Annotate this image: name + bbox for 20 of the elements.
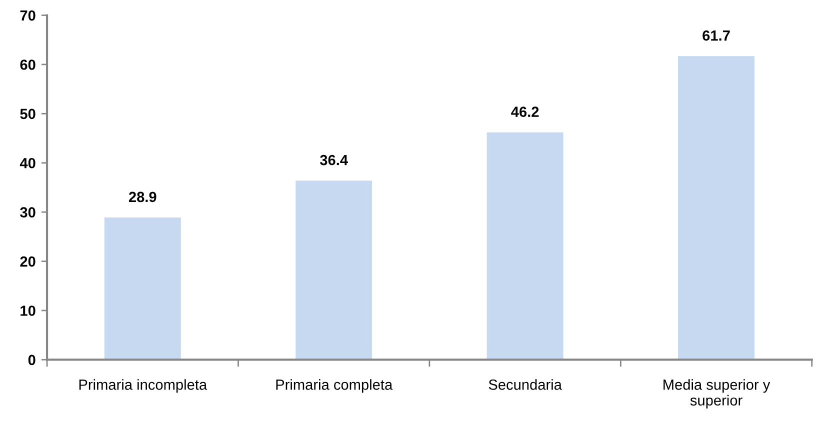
- y-tick-label: 40: [20, 158, 36, 168]
- bar: [486, 132, 564, 360]
- y-tick-label: 20: [20, 256, 36, 267]
- data-label: 28.9: [128, 192, 156, 202]
- y-tick-label: 60: [20, 60, 36, 70]
- x-tick-label: Primaria completa: [276, 379, 393, 393]
- bar: [296, 180, 372, 360]
- x-tick-label: Primaria incompleta: [79, 379, 208, 393]
- y-tick-label: 30: [20, 207, 36, 218]
- y-tick-label: 50: [20, 108, 36, 120]
- y-tick-label: 10: [20, 306, 36, 316]
- data-label: 46.2: [511, 106, 539, 117]
- bar: [104, 217, 181, 360]
- y-tick-label: 0: [28, 354, 36, 366]
- data-label: 61.7: [702, 30, 730, 41]
- x-tick-label: Secundaria: [488, 379, 562, 390]
- y-tick-label: 70: [20, 10, 36, 21]
- bar: [678, 56, 755, 360]
- x-tick-label: Media superior y superior: [664, 379, 770, 408]
- data-label: 36.4: [320, 154, 348, 166]
